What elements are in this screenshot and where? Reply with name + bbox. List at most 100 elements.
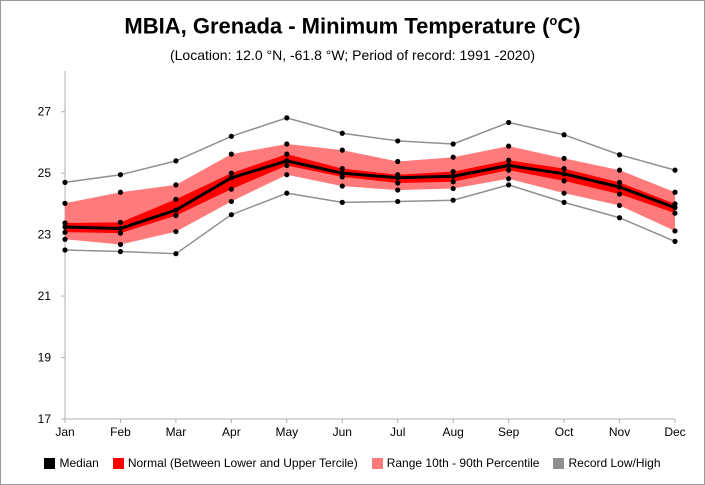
upper-tercile-point-jun xyxy=(339,165,345,172)
legend-label-record: Record Low/High xyxy=(568,456,661,470)
chart-title-unit: C) xyxy=(557,13,581,39)
x-tick-label-dec: Dec xyxy=(664,425,685,439)
lower-tercile-point-feb xyxy=(117,230,124,236)
percentile-band xyxy=(65,143,675,245)
p10-point-jun xyxy=(339,183,345,189)
median-point-feb xyxy=(117,225,124,232)
legend-swatch-percentile xyxy=(371,457,383,469)
lower-tercile-point-may xyxy=(284,162,290,169)
lower-tercile-point-sep xyxy=(506,167,512,173)
y-tick-label-23: 23 xyxy=(38,228,52,242)
lower-tercile-point-dec xyxy=(672,210,678,216)
record-high-point-may xyxy=(284,115,290,121)
p90-point-mar xyxy=(173,182,179,188)
chart-legend: Median Normal (Between Lower and Upper T… xyxy=(1,456,704,470)
y-tick-label-27: 27 xyxy=(38,105,52,119)
median-point-jan xyxy=(62,224,68,230)
x-tick-label-may: May xyxy=(275,425,298,439)
p10-point-jan xyxy=(62,236,68,242)
legend-item-normal: Normal (Between Lower and Upper Tercile) xyxy=(112,456,358,470)
median-point-nov xyxy=(616,184,623,190)
p90-point-jul xyxy=(395,158,401,165)
upper-tercile-point-mar xyxy=(173,196,179,202)
record-low-line xyxy=(64,184,676,255)
legend-swatch-normal xyxy=(112,457,124,469)
x-tick-label-oct: Oct xyxy=(555,425,574,439)
record-high-point-oct xyxy=(561,132,567,138)
p10-point-sep xyxy=(506,176,512,182)
upper-tercile-point-dec xyxy=(672,201,678,207)
y-tick-label-25: 25 xyxy=(38,166,52,180)
record-low-point-mar xyxy=(173,251,179,257)
record-high-point-aug xyxy=(450,141,456,147)
upper-tercile-point-oct xyxy=(561,165,567,172)
record-low-point-jul xyxy=(395,198,401,205)
x-tick-label-apr: Apr xyxy=(222,425,241,439)
median-point-dec xyxy=(672,204,678,211)
p90-point-may xyxy=(284,141,290,147)
p10-point-may xyxy=(284,172,290,178)
p10-point-dec xyxy=(672,228,678,234)
legend-item-record: Record Low/High xyxy=(553,456,661,470)
upper-tercile-point-jan xyxy=(62,220,68,226)
y-tick-label-17: 17 xyxy=(38,412,52,426)
upper-tercile-point-apr xyxy=(228,170,234,176)
median-point-apr xyxy=(228,175,234,181)
legend-label-percentile: Range 10th - 90th Percentile xyxy=(386,456,540,470)
median-point-sep xyxy=(506,162,512,169)
p10-point-nov xyxy=(616,202,623,209)
legend-label-median: Median xyxy=(59,456,99,470)
record-low-point-sep xyxy=(506,182,512,188)
chart-title-degree: o xyxy=(549,13,558,28)
median-point-jul xyxy=(395,175,401,181)
legend-swatch-record xyxy=(553,457,565,469)
p10-point-oct xyxy=(561,190,567,196)
median-line xyxy=(64,159,676,230)
legend-label-normal: Normal (Between Lower and Upper Tercile) xyxy=(127,456,358,470)
lower-tercile-point-jun xyxy=(339,174,345,180)
legend-swatch-median xyxy=(44,457,56,469)
p10-point-apr xyxy=(228,198,234,205)
x-tick-label-nov: Nov xyxy=(609,425,630,439)
record-high-point-nov xyxy=(616,152,623,158)
y-tick-label-21: 21 xyxy=(38,289,52,303)
x-tick-label-jul: Jul xyxy=(390,425,405,439)
p90-point-aug xyxy=(450,154,456,160)
record-low-point-oct xyxy=(561,199,567,205)
upper-tercile-point-feb xyxy=(117,219,124,225)
record-low-point-aug xyxy=(450,197,456,203)
x-tick-label-jun: Jun xyxy=(333,425,352,439)
record-high-point-apr xyxy=(228,133,234,139)
record-high-point-feb xyxy=(117,172,124,178)
record-low-point-may xyxy=(284,190,290,196)
record-high-point-jun xyxy=(339,130,345,136)
median-point-mar xyxy=(173,207,179,213)
p90-point-sep xyxy=(506,143,512,149)
p90-point-jan xyxy=(62,200,68,206)
record-high-point-jan xyxy=(62,179,68,185)
legend-item-percentile: Range 10th - 90th Percentile xyxy=(371,456,540,470)
p90-point-dec xyxy=(672,189,678,195)
median-point-aug xyxy=(450,173,456,179)
lower-tercile-point-oct xyxy=(561,178,567,184)
x-tick-label-sep: Sep xyxy=(498,425,520,439)
lower-tercile-point-apr xyxy=(228,186,234,192)
p90-point-feb xyxy=(117,189,124,195)
record-low-point-apr xyxy=(228,212,234,218)
record-high-point-sep xyxy=(506,119,512,126)
record-low-point-dec xyxy=(672,238,678,244)
record-low-point-jan xyxy=(62,247,68,253)
lower-tercile-point-aug xyxy=(450,179,456,185)
upper-tercile-point-nov xyxy=(616,179,623,185)
median-point-may xyxy=(284,158,290,164)
upper-tercile-point-aug xyxy=(450,169,456,175)
p10-point-jul xyxy=(395,187,401,193)
lower-tercile-point-mar xyxy=(173,212,179,219)
record-low-point-nov xyxy=(616,215,623,221)
x-tick-label-aug: Aug xyxy=(443,425,464,439)
p90-point-nov xyxy=(616,167,623,173)
chart-title-main: MBIA, Grenada - Minimum Temperature ( xyxy=(124,13,550,39)
lower-tercile-point-jul xyxy=(395,180,401,186)
